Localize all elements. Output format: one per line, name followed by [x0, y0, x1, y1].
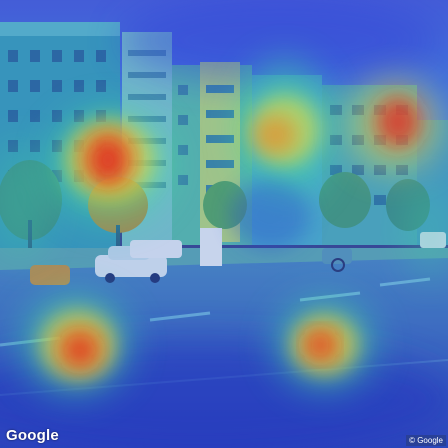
- copyright-notice: © Google: [406, 435, 446, 446]
- google-logo-text: Google: [6, 427, 59, 444]
